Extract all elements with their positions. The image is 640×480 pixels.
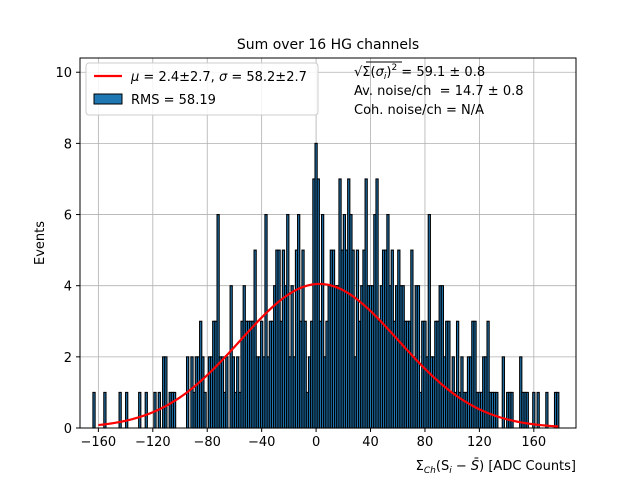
annot-sup: 2 — [391, 63, 397, 73]
histogram-bar — [532, 391, 536, 429]
annotation-line-1: √Σ(σi)2 = 59.1 ± 0.8 — [354, 63, 485, 82]
annotation-line-2: Av. noise/ch = 14.7 ± 0.8 — [354, 84, 524, 99]
histogram-bar — [545, 391, 549, 429]
x-tick-label: −160 — [81, 435, 117, 450]
histogram-bar — [556, 391, 560, 429]
annot-value: = 59.1 ± 0.8 — [397, 65, 485, 80]
legend: μ = 2.4±2.7, σ = 58.2±2.7 RMS = 58.19 — [85, 62, 319, 116]
x-label-sub: Ch — [424, 466, 436, 476]
legend-mu-value: = 2.4±2.7, — [139, 70, 219, 85]
histogram-bar — [92, 391, 96, 429]
x-tick-label: 120 — [467, 435, 492, 450]
y-axis-ticks: 0 2 4 6 8 10 — [55, 66, 80, 437]
annot-sqrt: √ — [354, 65, 363, 80]
y-tick-label: 6 — [64, 209, 72, 224]
x-tick-label: −80 — [194, 435, 221, 450]
annot-close: ) — [386, 65, 391, 80]
histogram-bar — [203, 391, 207, 429]
annotation-line-3: Coh. noise/ch = N/A — [354, 103, 484, 118]
legend-hist-label: RMS = 58.19 — [131, 93, 216, 108]
histogram-bar — [536, 391, 540, 429]
fit-curve — [98, 282, 559, 428]
y-tick-label: 10 — [55, 66, 72, 81]
y-tick-label: 8 — [64, 137, 72, 152]
x-tick-label: 80 — [417, 435, 434, 450]
y-axis-label: Events — [33, 221, 48, 265]
x-tick-label: 160 — [521, 435, 546, 450]
legend-fit-label: μ = 2.4±2.7, σ = 58.2±2.7 — [130, 70, 307, 85]
histogram-bar — [103, 391, 107, 429]
histogram-bar — [225, 356, 229, 429]
x-label-unit: ) [ADC Counts] — [479, 459, 576, 474]
x-label-sigma: Σ — [416, 459, 424, 474]
histogram-bar — [138, 391, 142, 429]
x-tick-label: 40 — [362, 435, 379, 450]
x-label-body: (S — [436, 459, 449, 474]
x-tick-label: −40 — [248, 435, 275, 450]
chart-title: Sum over 16 HG channels — [237, 37, 419, 53]
histogram-bar — [172, 391, 177, 429]
annot-sigma-i: σ — [376, 65, 385, 80]
x-axis-label: ΣCh(Si − S̄) [ADC Counts] — [416, 459, 576, 476]
annotations: √Σ(σi)2 = 59.1 ± 0.8 Av. noise/ch = 14.7… — [354, 61, 524, 118]
histogram-bar — [144, 391, 148, 429]
histogram-bar — [510, 391, 514, 429]
legend-sigma-symbol: σ — [219, 70, 228, 85]
annot-sub: i — [384, 72, 387, 82]
y-tick-label: 2 — [64, 351, 72, 366]
x-label-minus: − — [452, 459, 471, 474]
x-label-sbar: S̄ — [471, 459, 479, 474]
x-tick-label: 0 — [312, 435, 320, 450]
histogram-bar — [495, 391, 499, 429]
x-tick-label: −120 — [135, 435, 171, 450]
x-axis-ticks: −160 −120 −80 −40 0 40 80 120 160 — [81, 428, 546, 450]
legend-hist-swatch — [93, 93, 123, 105]
legend-mu-symbol: μ — [130, 70, 139, 85]
y-tick-label: 0 — [64, 422, 72, 437]
y-tick-label: 4 — [64, 280, 72, 295]
annot-sigma: Σ( — [362, 65, 375, 80]
x-label-i: i — [449, 466, 452, 476]
plot-area — [79, 57, 577, 429]
histogram-bar — [164, 356, 168, 429]
plot-frame — [79, 57, 577, 429]
legend-box — [85, 62, 319, 116]
legend-sigma-value: = 58.2±2.7 — [227, 70, 307, 85]
histogram-bar — [125, 391, 129, 429]
